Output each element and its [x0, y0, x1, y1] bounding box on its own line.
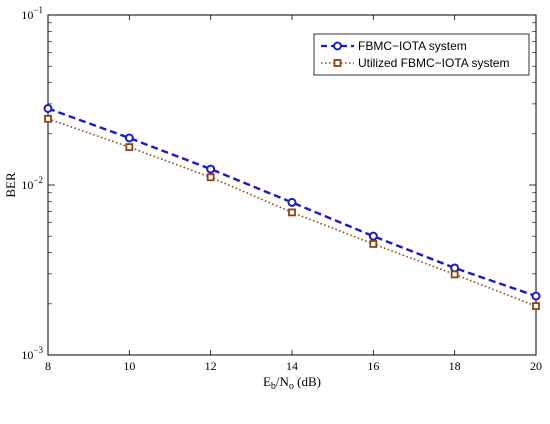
- x-label-sub1: b: [271, 381, 276, 392]
- legend-box: [313, 33, 530, 76]
- series-2-point: [369, 240, 378, 248]
- x-tick-label: 10: [123, 359, 135, 373]
- x-tick-label: 16: [367, 359, 379, 373]
- legend: FBMC−IOTA system Utilized FBMC−IOTA syst…: [313, 33, 530, 76]
- x-tick-label: 12: [205, 359, 217, 373]
- y-axis-label: BER: [3, 172, 18, 198]
- x-tick-label: 8: [45, 359, 51, 373]
- y-tick-label: 10−3: [21, 345, 43, 362]
- x-tick-label: 20: [530, 359, 542, 373]
- series-1-point: [450, 263, 460, 273]
- series-2-point: [532, 302, 540, 310]
- axis-ticks: 8 10 12 14 16 18 20 10−1 10−2 10−3: [21, 5, 542, 373]
- x-tick-label: 14: [286, 359, 298, 373]
- x-tick-label: 18: [449, 359, 461, 373]
- series-1-point: [124, 133, 134, 143]
- series-2-point: [125, 143, 134, 152]
- x-label-sub2: o: [289, 381, 294, 392]
- series-1-point: [368, 231, 378, 241]
- series-2-point: [450, 270, 459, 279]
- series-1-point: [287, 197, 297, 207]
- series-2-point: [44, 114, 52, 123]
- series-layer: [43, 103, 541, 310]
- legend-label-2: Utilized FBMC−IOTA system: [358, 56, 509, 70]
- y-tick-label: 10−2: [21, 175, 43, 192]
- x-label-mid: /N: [276, 374, 290, 389]
- series-1-point: [206, 164, 216, 174]
- y-tick-label: 10−1: [21, 5, 43, 22]
- x-label-tail: (dB): [294, 374, 321, 389]
- legend-marker-1: [333, 41, 342, 51]
- series-1-point: [531, 291, 541, 301]
- legend-marker-2: [333, 59, 342, 67]
- series-2-point: [288, 208, 296, 217]
- legend-label-1: FBMC−IOTA system: [358, 39, 467, 53]
- x-axis-label: Eb/No (dB): [263, 374, 321, 392]
- x-label-main: E: [263, 374, 271, 389]
- series-2-point: [206, 173, 215, 182]
- series-1-point: [43, 103, 53, 113]
